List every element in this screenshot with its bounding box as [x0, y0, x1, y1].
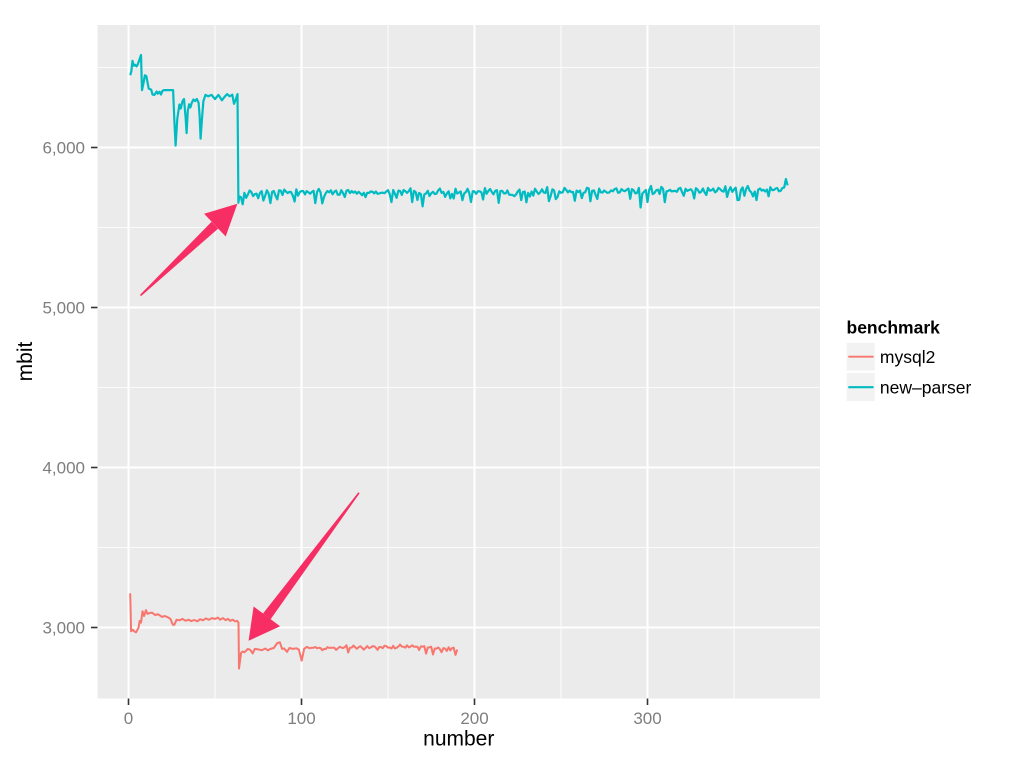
svg-text:benchmark: benchmark [847, 318, 941, 338]
svg-text:100: 100 [287, 709, 315, 728]
svg-text:mysql2: mysql2 [880, 347, 935, 367]
svg-text:0: 0 [124, 709, 133, 728]
svg-text:200: 200 [460, 709, 488, 728]
svg-text:number: number [423, 728, 494, 751]
svg-text:5,000: 5,000 [42, 299, 85, 318]
svg-text:300: 300 [633, 709, 661, 728]
svg-text:4,000: 4,000 [42, 459, 85, 478]
svg-text:mbit: mbit [14, 342, 37, 382]
svg-text:new–parser: new–parser [880, 377, 972, 397]
svg-text:6,000: 6,000 [42, 139, 85, 158]
svg-text:3,000: 3,000 [42, 619, 85, 638]
